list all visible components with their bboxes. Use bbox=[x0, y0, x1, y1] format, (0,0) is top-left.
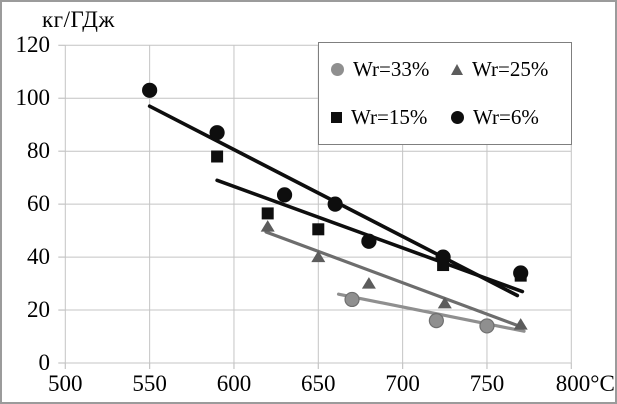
data-point-wr-6- bbox=[209, 125, 225, 141]
data-point-wr-25- bbox=[311, 250, 326, 263]
x-tick-label: 600 bbox=[216, 371, 252, 396]
data-point-wr-15- bbox=[211, 150, 224, 163]
data-point-wr-33- bbox=[428, 313, 444, 329]
x-tick-label: 550 bbox=[132, 371, 167, 396]
data-point-wr-25- bbox=[437, 296, 452, 309]
trend-line-wr-25- bbox=[264, 230, 524, 329]
y-tick-label: 80 bbox=[27, 138, 50, 164]
data-point-wr-15- bbox=[312, 223, 325, 236]
data-point-wr-6- bbox=[361, 233, 377, 249]
x-tick-label: 500 bbox=[48, 371, 83, 396]
legend-label: Wr=15% bbox=[351, 105, 428, 130]
black-circle-marker-icon bbox=[451, 111, 464, 125]
x-tick-label: 800°C bbox=[555, 371, 615, 396]
gray-triangle-marker-icon bbox=[451, 63, 463, 75]
black-square-marker-icon bbox=[331, 112, 342, 124]
data-point-wr-25- bbox=[513, 318, 528, 330]
y-tick-label: 40 bbox=[27, 244, 50, 270]
y-tick-label: 100 bbox=[15, 85, 51, 111]
y-tick-label: 20 bbox=[27, 297, 50, 323]
data-point-wr-25- bbox=[260, 220, 275, 232]
x-tick-label: 700 bbox=[385, 371, 420, 396]
data-point-wr-6- bbox=[513, 265, 529, 281]
legend-item-wr-15: Wr=15% bbox=[331, 105, 451, 130]
data-point-wr-6- bbox=[276, 187, 293, 203]
data-point-wr-6- bbox=[327, 196, 343, 212]
legend-label: Wr=25% bbox=[472, 56, 549, 81]
chart-legend: Wr=33% Wr=25% Wr=15% Wr=6% bbox=[318, 42, 572, 145]
legend-item-wr-33: Wr=33% bbox=[331, 57, 451, 82]
y-tick-label: 0 bbox=[38, 350, 51, 375]
y-tick-label: 120 bbox=[15, 32, 51, 58]
data-point-wr-25- bbox=[361, 277, 376, 289]
y-axis-unit-label: кг/ГДж bbox=[42, 7, 115, 32]
x-tick-label: 650 bbox=[301, 371, 336, 396]
legend-item-wr-25: Wr=25% bbox=[451, 57, 571, 82]
data-point-wr-6- bbox=[435, 249, 451, 265]
legend-item-wr-6: Wr=6% bbox=[451, 105, 571, 130]
data-point-wr-33- bbox=[479, 318, 495, 334]
gray-circle-marker-icon bbox=[331, 62, 344, 76]
x-tick-label: 750 bbox=[469, 371, 505, 396]
legend-label: Wr=6% bbox=[473, 105, 539, 130]
data-point-wr-15- bbox=[261, 207, 274, 220]
data-point-wr-6- bbox=[142, 82, 158, 98]
data-point-wr-33- bbox=[344, 291, 360, 308]
legend-label: Wr=33% bbox=[353, 56, 430, 81]
y-tick-label: 60 bbox=[27, 191, 50, 217]
